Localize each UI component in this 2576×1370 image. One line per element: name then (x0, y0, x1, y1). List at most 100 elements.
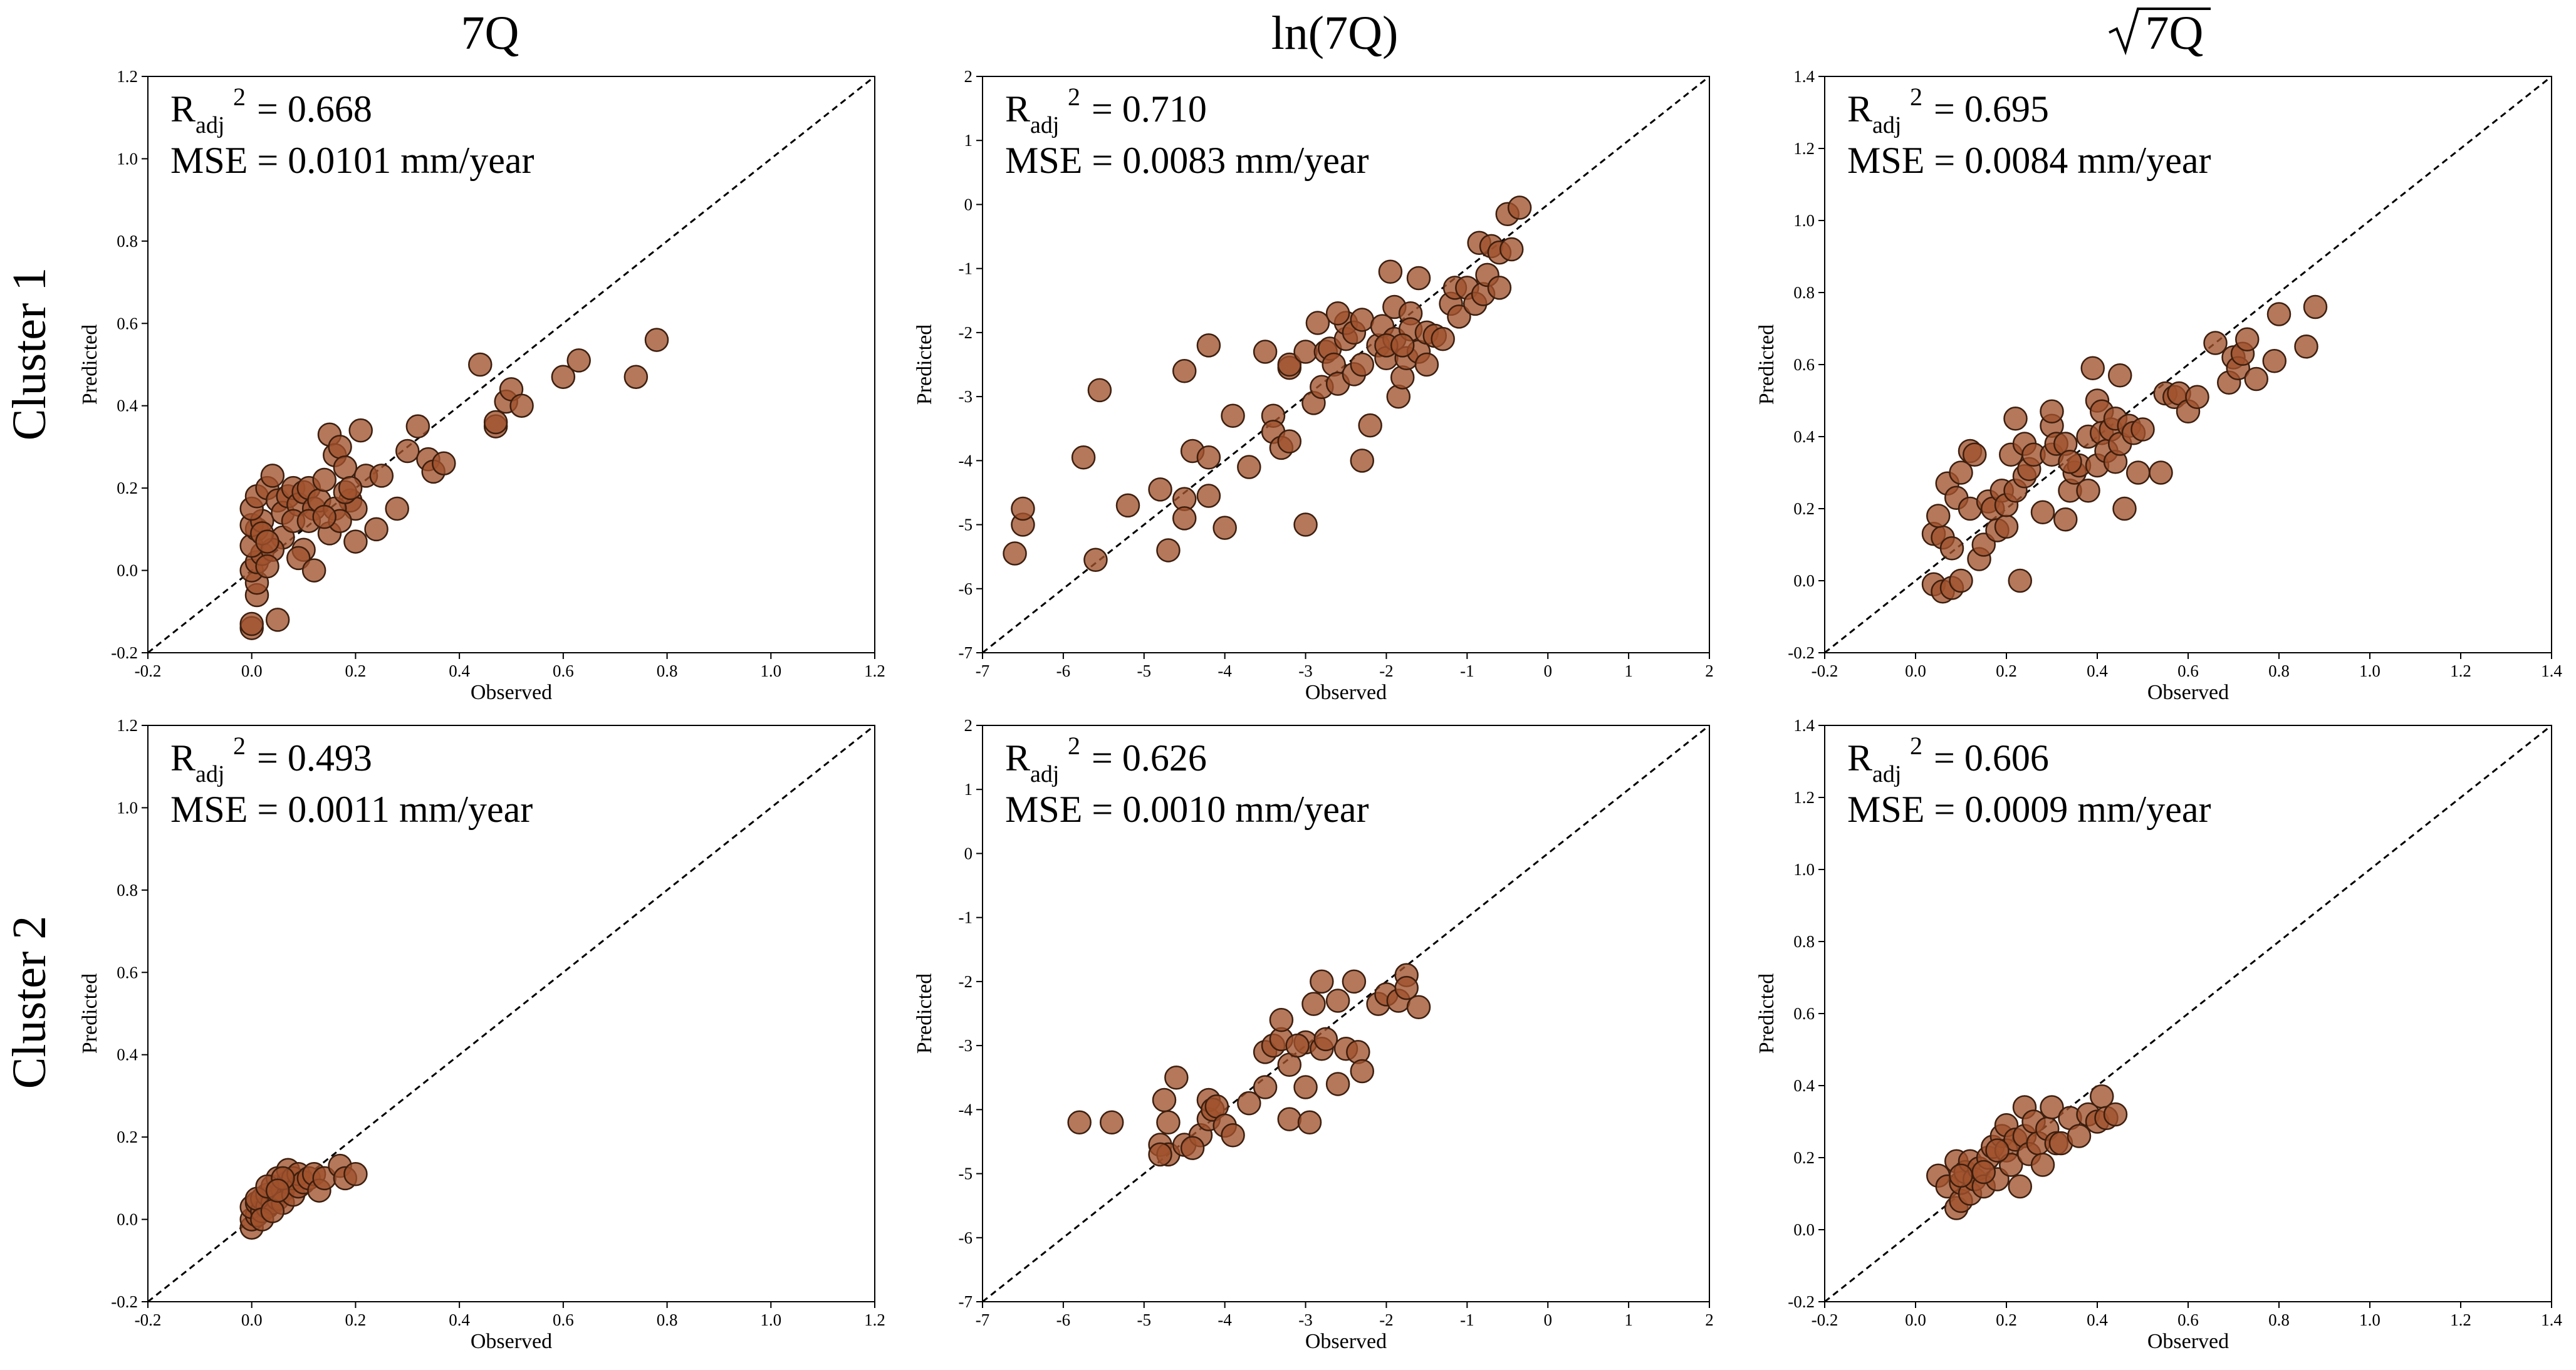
r2-symbol: R (1847, 737, 1872, 779)
x-tick-label: 0.6 (553, 662, 574, 680)
data-point (1011, 496, 1035, 521)
data-point (343, 1162, 368, 1186)
axes-frame (147, 725, 875, 1302)
y-tick-label: 1 (964, 780, 973, 799)
data-point (2266, 302, 2292, 326)
y-tick-label: 0.4 (117, 397, 138, 415)
y-tick-label: 1.0 (117, 798, 138, 817)
x-tick-label: 1.0 (760, 662, 781, 680)
data-point (260, 464, 285, 488)
y-tick-label: -0.2 (111, 1292, 138, 1311)
x-tick-label: 0.0 (1905, 662, 1926, 680)
data-point (1087, 378, 1112, 403)
y-tick-label: 0.4 (1793, 1076, 1815, 1095)
data-point (2008, 568, 2032, 593)
r2-subscript: adj (1872, 112, 1901, 138)
data-point (2008, 1174, 2032, 1199)
x-axis-label: Observed (471, 681, 552, 704)
r2-value: = 0.695 (1934, 88, 2049, 130)
y-tick-label: -7 (959, 643, 973, 662)
y-tick-label: -1 (959, 259, 973, 278)
y-tick-label: -3 (959, 1036, 973, 1055)
data-point (1507, 195, 1532, 220)
data-point (348, 418, 373, 443)
y-tick-label: 0 (964, 844, 973, 863)
data-point (483, 410, 508, 435)
data-point (1003, 541, 1027, 566)
x-tick-label: -5 (1137, 1310, 1152, 1329)
data-point (1301, 992, 1326, 1016)
y-tick-label: 1.4 (1793, 67, 1815, 86)
y-tick-label: -1 (959, 908, 973, 927)
r2-superscript: 2 (233, 83, 246, 111)
x-tick-label: -2 (1379, 662, 1394, 680)
x-axis-label: Observed (2147, 681, 2229, 704)
data-point (1152, 1087, 1177, 1113)
data-point (1164, 1065, 1189, 1090)
data-point (2080, 356, 2105, 380)
x-tick-label: -0.2 (1812, 662, 1838, 680)
x-tick-label: 0.4 (449, 662, 470, 680)
r2-superscript: 2 (233, 732, 246, 760)
data-point (2053, 507, 2078, 532)
x-axis-label: Observed (2147, 1330, 2229, 1353)
data-point (364, 517, 388, 542)
x-tick-label: -0.2 (135, 662, 162, 680)
y-tick-label: -0.2 (1788, 643, 1815, 662)
data-point (1325, 1072, 1350, 1096)
data-point (1277, 1107, 1302, 1131)
data-point (1499, 237, 1524, 262)
y-tick-label: 0.4 (1793, 427, 1815, 446)
y-tick-label: 0.4 (117, 1046, 138, 1064)
x-tick-label: -1 (1460, 1310, 1474, 1329)
r2-subscript: adj (1030, 112, 1059, 138)
data-point (1949, 1163, 1973, 1188)
y-tick-label: 0.6 (117, 963, 138, 982)
data-point (2149, 460, 2173, 485)
x-tick-label: -6 (1056, 1310, 1071, 1329)
x-tick-label: 1.4 (2541, 1310, 2562, 1329)
x-tick-label: 0.4 (2087, 1310, 2108, 1329)
column-title-7q: 7Q (461, 7, 519, 60)
data-point (1237, 455, 1261, 479)
y-tick-label: -7 (959, 1292, 973, 1311)
x-tick-label: 2 (1705, 662, 1714, 680)
data-point (1196, 333, 1221, 358)
data-point (2030, 500, 2055, 524)
x-tick-label: 2 (1705, 1310, 1714, 1329)
plot-cluster2-sqrt-7q: -0.2 0.0 0.2 0.4 0.6 0.8 1.0 1.2 1.4 -0.2 0.0 0.2 0.… (1755, 716, 2562, 1353)
data-point (2262, 349, 2287, 373)
r2-superscript: 2 (1068, 83, 1080, 111)
data-point (1156, 1110, 1181, 1135)
data-point (2244, 366, 2268, 392)
r2-value: = 0.668 (257, 88, 372, 130)
x-tick-label: -2 (1379, 1310, 1394, 1329)
data-point (1071, 445, 1096, 470)
y-tick-label: 0.2 (1793, 1148, 1815, 1167)
y-tick-label: 0.8 (117, 232, 138, 251)
data-point (509, 393, 534, 418)
x-tick-label: 0.2 (1996, 1310, 2017, 1329)
x-tick-label: 0.6 (2177, 662, 2199, 680)
data-point (405, 414, 430, 439)
column-title-sqrt-7q: 7Q (2109, 7, 2211, 60)
x-tick-label: -0.2 (1812, 1310, 1838, 1329)
data-point (1963, 442, 1987, 467)
y-tick-label: 0.2 (117, 1128, 138, 1146)
data-point (1431, 326, 1455, 351)
x-tick-label: 0 (1543, 662, 1552, 680)
y-axis-label: Predicted (1755, 973, 1778, 1054)
data-point (1313, 1027, 1338, 1052)
y-axis-label: Predicted (1755, 324, 1778, 405)
data-point (1253, 1075, 1278, 1099)
x-tick-label: 0.8 (2268, 662, 2290, 680)
r2-superscript: 2 (1910, 83, 1922, 111)
data-point (2185, 385, 2209, 409)
data-point (2294, 335, 2318, 359)
x-tick-label: -4 (1218, 1310, 1232, 1329)
data-point (1971, 1160, 1996, 1185)
data-point (2030, 1153, 2055, 1177)
data-point (1406, 995, 1431, 1020)
data-point (1310, 969, 1334, 994)
data-point (2112, 496, 2137, 521)
